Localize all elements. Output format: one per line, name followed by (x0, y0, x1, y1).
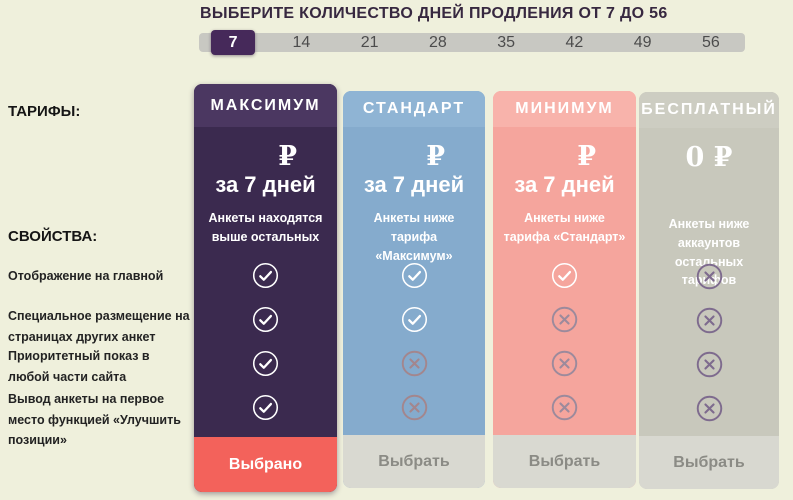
day-option-label: 35 (497, 33, 516, 51)
day-option-28[interactable]: 28 (404, 33, 472, 52)
day-option-label: 28 (428, 33, 447, 51)
feature-status-cross (343, 350, 485, 377)
tariff-column-maximum: МАКСИМУМ ₽ за 7 дней Анкеты находятся вы… (194, 84, 337, 492)
day-option-label: 56 (701, 33, 720, 51)
day-option-label: 14 (292, 33, 311, 51)
selected-day-pill: 7 (211, 30, 256, 55)
cross-icon (696, 351, 722, 378)
day-option-42[interactable]: 42 (540, 33, 608, 52)
feature-status-cross (639, 351, 779, 378)
feature-status-cross (343, 394, 485, 421)
feature-label-main-page: Отображение на главной (8, 269, 164, 283)
description-standard: Анкеты ниже тарифа «Максимум» (373, 211, 455, 263)
check-icon (252, 394, 279, 421)
feature-label-first-place: Вывод анкеты на первое место функцией «У… (8, 392, 181, 448)
feature-status-cross (639, 395, 779, 422)
tariffs-label: ТАРИФЫ: (8, 103, 81, 120)
day-option-35[interactable]: 35 (472, 33, 540, 52)
feature-status-cross (639, 307, 779, 334)
tariff-column-minimum: МИНИМУМ ₽ за 7 дней Анкеты ниже тарифа «… (493, 91, 636, 488)
feature-status-cross (493, 394, 636, 421)
page-title: ВЫБЕРИТЕ КОЛИЧЕСТВО ДНЕЙ ПРОДЛЕНИЯ ОТ 7 … (200, 5, 668, 22)
tariff-title-maximum: МАКСИМУМ (194, 84, 337, 127)
tariff-title-free: БЕСПЛАТНЫЙ (639, 92, 779, 128)
duration-standard: за 7 дней (363, 172, 465, 197)
check-icon (252, 350, 279, 377)
feature-status-check (194, 306, 337, 333)
select-button-standard[interactable]: Выбрать (343, 435, 485, 488)
select-button-minimum[interactable]: Выбрать (493, 435, 636, 488)
properties-label: СВОЙСТВА: (8, 228, 98, 245)
price-free: 0 ₽ (685, 142, 733, 173)
select-button-free[interactable]: Выбрать (639, 436, 779, 489)
cross-icon (551, 350, 578, 377)
check-icon (401, 306, 427, 333)
tariff-column-free: БЕСПЛАТНЫЙ 0 ₽ Анкеты ниже аккаунтов ост… (639, 92, 779, 489)
selected-button-maximum[interactable]: Выбрано (194, 437, 337, 492)
check-icon (252, 306, 279, 333)
price-minimum: ₽ (577, 141, 596, 172)
duration-maximum: за 7 дней (215, 172, 316, 197)
feature-label-special-placement: Специальное размещение на страницах друг… (8, 309, 190, 344)
feature-status-check (493, 262, 636, 289)
day-option-7[interactable]: 7 (199, 30, 267, 55)
day-option-49[interactable]: 49 (609, 33, 677, 52)
cross-icon (696, 307, 722, 334)
cross-icon (696, 395, 722, 422)
tariff-column-standard: СТАНДАРТ ₽ за 7 дней Анкеты ниже тарифа … (343, 91, 485, 488)
check-icon (551, 262, 578, 289)
feature-status-check (194, 262, 337, 289)
day-option-21[interactable]: 21 (336, 33, 404, 52)
feature-status-cross (639, 263, 779, 290)
cross-icon (696, 263, 722, 290)
day-option-label: 21 (360, 33, 379, 51)
duration-minimum: за 7 дней (514, 172, 615, 197)
feature-status-cross (493, 306, 636, 333)
check-icon (252, 262, 279, 289)
price-standard: ₽ (426, 141, 445, 172)
feature-label-priority-display: Приоритетный показ в любой части сайта (8, 349, 150, 384)
tariff-title-minimum: МИНИМУМ (493, 91, 636, 127)
description-maximum: Анкеты находятся выше остальных (208, 211, 323, 244)
day-selector-bar[interactable]: 7 14 21 28 35 42 49 56 (199, 30, 745, 55)
cross-icon (401, 394, 427, 421)
day-option-14[interactable]: 14 (267, 33, 335, 52)
tariff-title-standard: СТАНДАРТ (343, 91, 485, 127)
check-icon (401, 262, 427, 289)
cross-icon (551, 306, 578, 333)
feature-status-check (194, 350, 337, 377)
day-option-label: 49 (633, 33, 652, 51)
description-free: Анкеты ниже аккаунтов остальных тарифов (668, 217, 750, 288)
day-option-label: 42 (565, 33, 584, 51)
feature-status-check (343, 262, 485, 289)
feature-status-check (194, 394, 337, 421)
feature-status-cross (493, 350, 636, 377)
cross-icon (401, 350, 427, 377)
cross-icon (551, 394, 578, 421)
description-minimum: Анкеты ниже тарифа «Стандарт» (503, 211, 626, 244)
day-option-56[interactable]: 56 (677, 33, 745, 52)
feature-status-check (343, 306, 485, 333)
price-maximum: ₽ (278, 141, 297, 172)
